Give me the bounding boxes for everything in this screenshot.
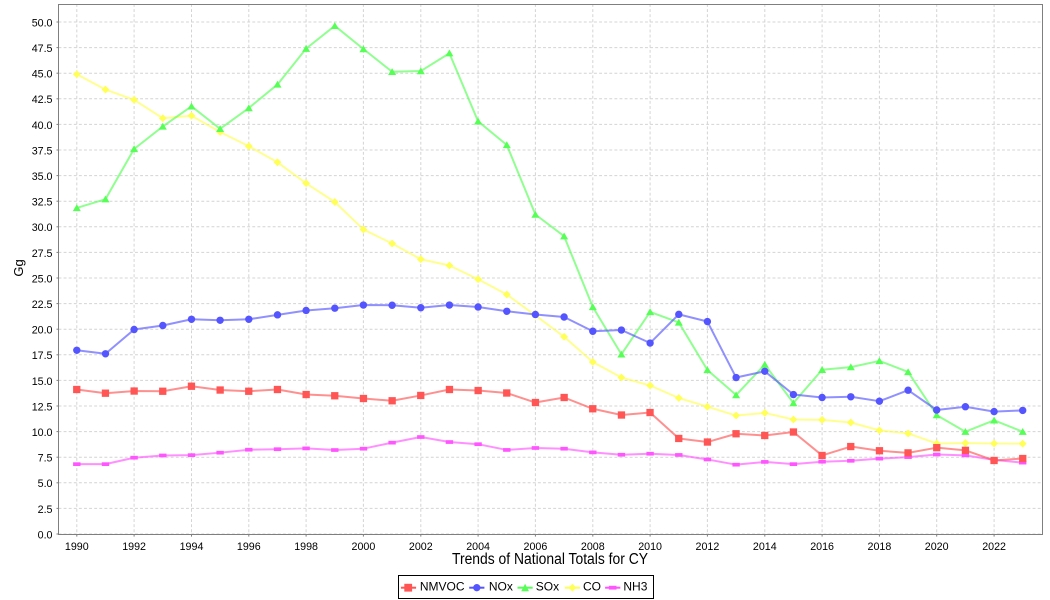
- svg-text:32.5: 32.5: [32, 197, 53, 209]
- svg-text:2008: 2008: [581, 541, 605, 553]
- svg-text:2022: 2022: [982, 541, 1006, 553]
- svg-text:1998: 1998: [294, 541, 318, 553]
- svg-text:CO: CO: [583, 580, 601, 594]
- svg-text:22.5: 22.5: [32, 299, 53, 311]
- svg-text:2000: 2000: [352, 541, 376, 553]
- svg-text:2.5: 2.5: [38, 504, 53, 516]
- svg-text:NMVOC: NMVOC: [420, 580, 465, 594]
- svg-text:40.0: 40.0: [32, 120, 53, 132]
- svg-text:2020: 2020: [925, 541, 949, 553]
- svg-text:45.0: 45.0: [32, 69, 53, 81]
- svg-text:2018: 2018: [868, 541, 892, 553]
- svg-text:47.5: 47.5: [32, 43, 53, 55]
- svg-text:27.5: 27.5: [32, 248, 53, 260]
- svg-text:50.0: 50.0: [32, 17, 53, 29]
- svg-text:1994: 1994: [180, 541, 204, 553]
- svg-text:2012: 2012: [696, 541, 720, 553]
- svg-text:2002: 2002: [409, 541, 433, 553]
- svg-text:2006: 2006: [524, 541, 548, 553]
- svg-text:Trends of National Totals for: Trends of National Totals for CY: [452, 551, 648, 568]
- svg-text:NH3: NH3: [623, 580, 647, 594]
- svg-text:5.0: 5.0: [38, 478, 53, 490]
- svg-text:Gg: Gg: [11, 259, 26, 276]
- svg-text:1990: 1990: [65, 541, 89, 553]
- svg-text:2010: 2010: [638, 541, 662, 553]
- svg-text:12.5: 12.5: [32, 401, 53, 413]
- svg-text:SOx: SOx: [536, 580, 559, 594]
- svg-text:42.5: 42.5: [32, 94, 53, 106]
- svg-text:20.0: 20.0: [32, 325, 53, 337]
- svg-text:1996: 1996: [237, 541, 261, 553]
- svg-text:25.0: 25.0: [32, 273, 53, 285]
- svg-text:0.0: 0.0: [38, 529, 53, 541]
- svg-text:2014: 2014: [753, 541, 777, 553]
- svg-text:17.5: 17.5: [32, 350, 53, 362]
- svg-text:37.5: 37.5: [32, 145, 53, 157]
- svg-text:7.5: 7.5: [38, 453, 53, 465]
- svg-text:35.0: 35.0: [32, 171, 53, 183]
- svg-text:15.0: 15.0: [32, 376, 53, 388]
- svg-text:10.0: 10.0: [32, 427, 53, 439]
- svg-text:2016: 2016: [810, 541, 834, 553]
- svg-text:NOx: NOx: [489, 580, 513, 594]
- svg-text:30.0: 30.0: [32, 222, 53, 234]
- svg-text:1992: 1992: [122, 541, 146, 553]
- svg-text:2004: 2004: [466, 541, 490, 553]
